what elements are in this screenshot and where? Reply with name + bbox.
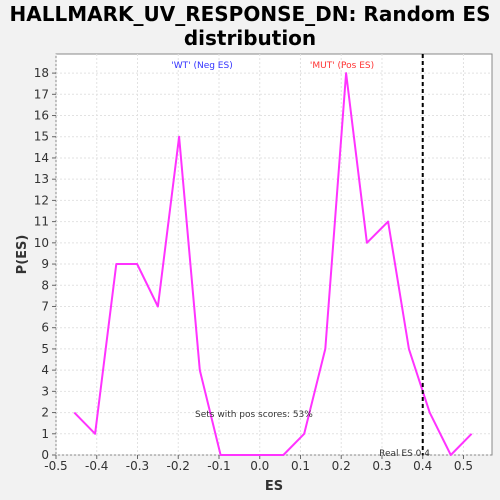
chart-title: HALLMARK_UV_RESPONSE_DN: Random ES distr… [9,2,491,50]
x-axis-label: ES [265,479,283,494]
y-tick-label: 17 [34,87,49,101]
y-axis-label: P(ES) [15,235,30,275]
y-tick-label: 9 [41,257,49,271]
x-tick-label: 0.4 [413,459,432,473]
pos-scores-annotation: Sets with pos scores: 53% [195,410,313,420]
y-tick-label: 18 [34,66,49,80]
series-layer [73,54,473,456]
x-tick-label: 0.5 [454,459,473,473]
y-tick-label: 0 [41,448,49,462]
y-tick-label: 12 [34,193,49,207]
axes: -0.5 -0.4 -0.3 -0.2 -0.1 0.0 0.1 0.2 0.3 0.4 0.5 0 1… [34,66,473,473]
x-tick-label: 0.3 [372,459,391,473]
pos-es-label: 'MUT' (Pos ES) [310,61,374,71]
y-tick-label: 4 [41,363,49,377]
x-tick-label: -0.4 [85,459,108,473]
y-tick-label: 13 [34,172,49,186]
y-tick-label: 10 [34,236,49,250]
y-tick-label: 6 [41,321,49,335]
x-tick-label: -0.2 [167,459,190,473]
y-tick-label: 8 [41,278,49,292]
x-tick-label: 0.1 [291,459,310,473]
neg-es-label: 'WT' (Neg ES) [171,61,232,71]
x-tick-label: -0.5 [44,459,67,473]
y-tick-label: 15 [34,130,49,144]
real-es-label: Real ES 0.4 [379,449,430,459]
es-distribution-line [73,72,473,456]
y-tick-label: 7 [41,299,49,313]
x-tick-label: -0.3 [126,459,149,473]
x-tick-label: 0.0 [250,459,269,473]
y-tick-label: 11 [34,215,49,229]
y-tick-label: 1 [41,427,49,441]
plot-area [55,53,493,456]
y-tick-label: 3 [41,384,49,398]
y-tick-label: 16 [34,109,49,123]
y-tick-label: 2 [41,406,49,420]
y-tick-label: 14 [34,151,49,165]
x-tick-label: 0.2 [332,459,351,473]
x-tick-label: -0.1 [207,459,230,473]
y-tick-label: 5 [41,342,49,356]
